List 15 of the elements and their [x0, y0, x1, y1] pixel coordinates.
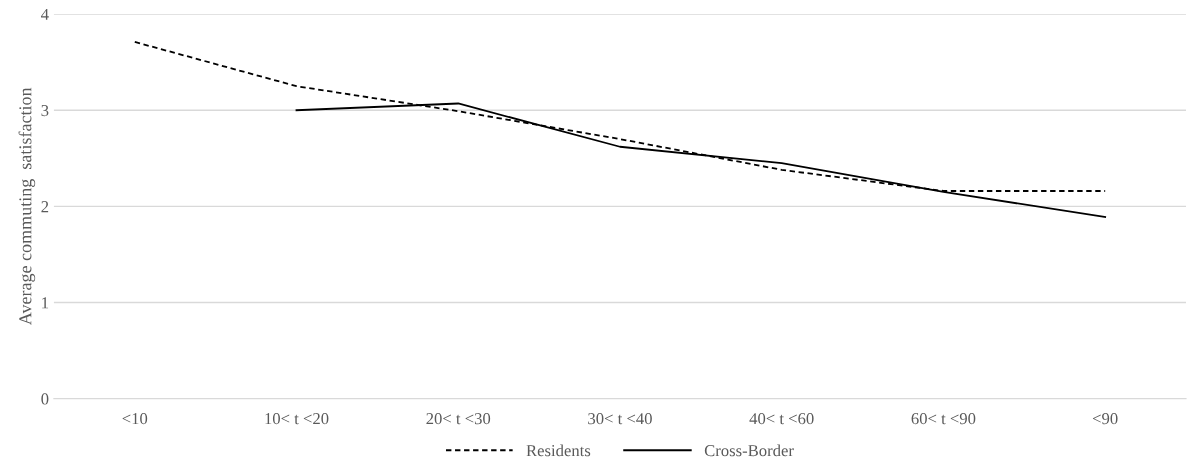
y-tick-label: 4 [41, 8, 49, 20]
x-tick-label: 60< t <90 [911, 413, 976, 425]
y-tick-label: 3 [41, 104, 49, 117]
y-axis-title: Average commuting satisfaction [18, 87, 36, 326]
x-tick-label: <90 [1092, 413, 1118, 425]
x-tick-label: 20< t <30 [426, 413, 491, 425]
x-tick-label: <10 [122, 413, 148, 425]
x-tick-label: 10< t <20 [265, 413, 329, 425]
x-tick-label: 30< t <40 [588, 413, 652, 425]
legend-label: Residents [526, 444, 591, 457]
legend-label: Cross-Border [704, 444, 794, 457]
y-tick-label: 1 [42, 297, 49, 309]
x-tick-label: 40< t <60 [749, 413, 814, 425]
y-tick-label: 0 [41, 393, 49, 405]
y-tick-label: 2 [41, 201, 49, 213]
